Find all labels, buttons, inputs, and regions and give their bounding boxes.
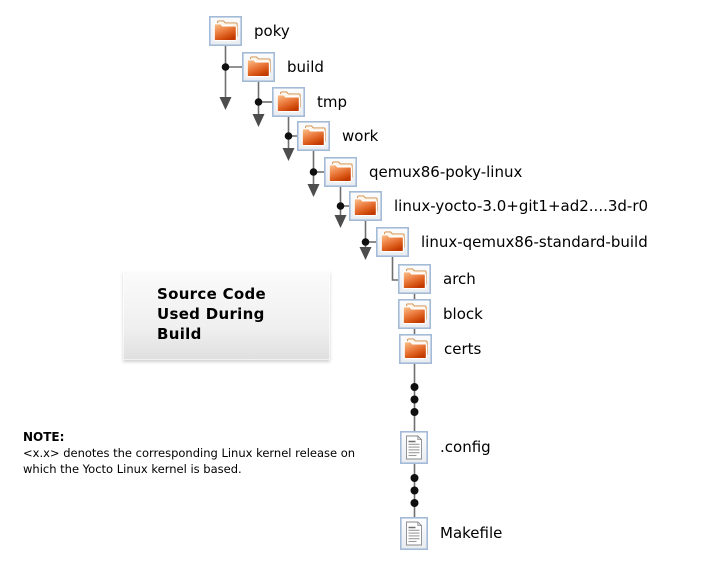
node-label: .config [440, 438, 491, 456]
note-body-line: which the Yocto Linux kernel is based. [23, 462, 242, 476]
tree-node-linux-qemux86-standard-build: linux-qemux86-standard-build [376, 227, 648, 257]
tree-node-linux-yocto: linux-yocto-3.0+git1+ad2....3d-r0 [349, 191, 648, 221]
folder-icon [324, 157, 357, 187]
tree-node-makefile: Makefile [400, 517, 502, 550]
node-label: build [287, 57, 324, 76]
node-label: work [342, 126, 379, 145]
node-label: qemux86-poky-linux [369, 162, 523, 181]
document-icon [400, 431, 428, 464]
tree-node-arch: arch [398, 264, 476, 294]
callout-line: Source Code [157, 285, 266, 303]
tree-node-block: block [398, 299, 483, 329]
tree-node-poky: poky [209, 16, 290, 46]
node-label: poky [254, 21, 290, 40]
tree-node-qemux86-poky-linux: qemux86-poky-linux [324, 157, 522, 187]
note-body-line: <x.x> denotes the corresponding Linux ke… [23, 446, 356, 460]
tree-node-work: work [297, 121, 378, 151]
folder-icon [297, 121, 330, 151]
node-label: linux-qemux86-standard-build [421, 232, 648, 251]
node-label: block [443, 304, 483, 323]
node-label: linux-yocto-3.0+git1+ad2....3d-r0 [394, 196, 649, 215]
folder-icon [398, 299, 431, 329]
tree-node-certs: certs [399, 334, 481, 364]
folder-icon [398, 264, 431, 294]
folder-icon [242, 52, 275, 82]
folder-icon [399, 334, 432, 364]
callout-source-code: Source Code Used During Build [123, 271, 330, 360]
tree-node-tmp: tmp [272, 87, 347, 117]
folder-icon [376, 227, 409, 257]
tree-node-build: build [242, 52, 324, 82]
node-label: tmp [317, 92, 348, 111]
folder-icon [209, 16, 242, 46]
callout-line: Used During [157, 305, 265, 323]
callout-line: Build [157, 325, 202, 343]
note-block: NOTE: <x.x> denotes the corresponding Li… [23, 429, 383, 477]
document-icon [400, 517, 428, 550]
node-label: certs [444, 339, 482, 358]
junction-dot [221, 63, 370, 246]
tree-node-config: .config [400, 431, 491, 464]
ellipsis-dots [410, 383, 419, 507]
arrow-down-icon [219, 97, 372, 260]
folder-icon [272, 87, 305, 117]
node-label: arch [443, 269, 476, 288]
node-label: Makefile [440, 524, 503, 542]
note-heading: NOTE: [23, 430, 65, 444]
folder-icon [349, 191, 382, 221]
